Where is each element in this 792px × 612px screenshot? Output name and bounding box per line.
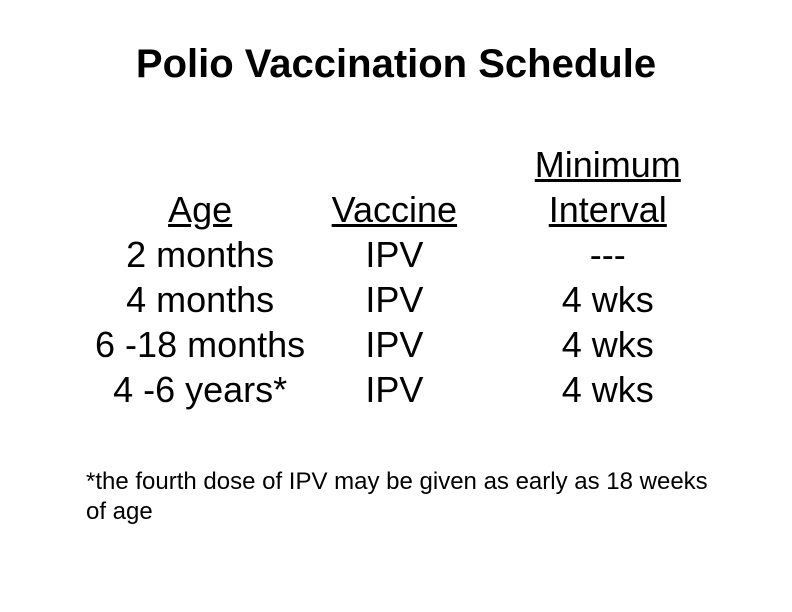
table-row: 4 months IPV 4 wks (95, 277, 732, 322)
cell-interval: 4 wks (484, 277, 732, 322)
cell-vaccine: IPV (305, 277, 483, 322)
cell-age: 4 -6 years* (95, 367, 305, 412)
cell-vaccine: IPV (305, 322, 483, 367)
table-row: 6 -18 months IPV 4 wks (95, 322, 732, 367)
cell-interval: --- (484, 232, 732, 277)
header-age-label: Age (168, 189, 232, 230)
header-vaccine-label: Vaccine (332, 189, 457, 230)
schedule-table: Age Vaccine Minimum Interval 2 months IP… (95, 142, 732, 412)
header-age: Age (95, 142, 305, 232)
cell-age: 2 months (95, 232, 305, 277)
table-row: 4 -6 years* IPV 4 wks (95, 367, 732, 412)
table-header-row: Age Vaccine Minimum Interval (95, 142, 732, 232)
header-interval-line1: Minimum (535, 144, 681, 185)
header-vaccine: Vaccine (305, 142, 483, 232)
footnote-text: *the fourth dose of IPV may be given as … (0, 467, 792, 527)
cell-vaccine: IPV (305, 232, 483, 277)
table-row: 2 months IPV --- (95, 232, 732, 277)
cell-interval: 4 wks (484, 367, 732, 412)
header-interval: Minimum Interval (484, 142, 732, 232)
cell-interval: 4 wks (484, 322, 732, 367)
header-interval-line2: Interval (549, 189, 667, 230)
schedule-table-container: Age Vaccine Minimum Interval 2 months IP… (0, 142, 792, 412)
cell-age: 4 months (95, 277, 305, 322)
cell-vaccine: IPV (305, 367, 483, 412)
page-title: Polio Vaccination Schedule (0, 0, 792, 87)
cell-age: 6 -18 months (95, 322, 305, 367)
